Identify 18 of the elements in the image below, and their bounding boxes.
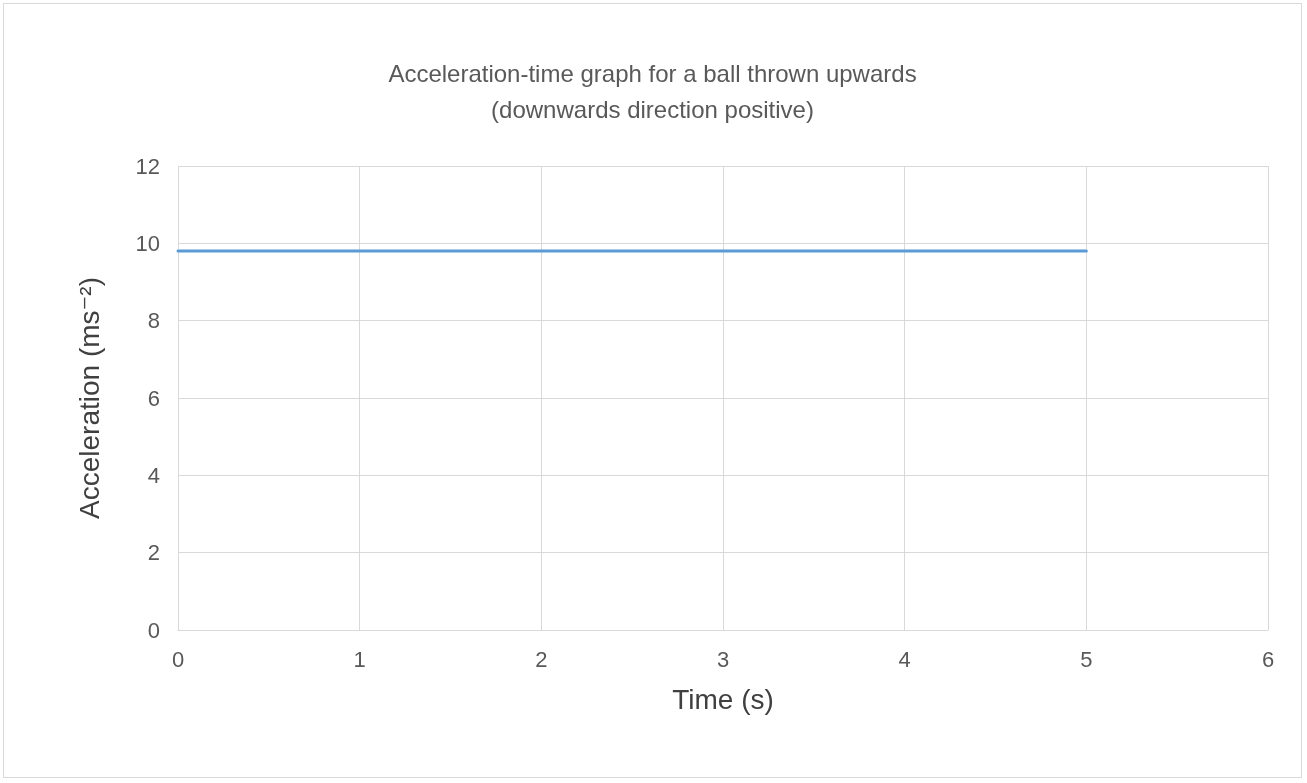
y-axis-title: Acceleration (ms⁻²): [73, 277, 105, 519]
y-tick-label: 4: [147, 462, 160, 488]
y-tick-label: 6: [147, 385, 160, 411]
y-tick-label: 10: [135, 230, 160, 256]
x-tick-label: 1: [353, 646, 366, 672]
x-tick-label: 3: [716, 646, 730, 672]
x-tick-label: 0: [171, 646, 185, 672]
x-tick-label: 2: [535, 646, 548, 672]
chart-title: Acceleration-time graph for a ball thrown upwards: [388, 59, 917, 87]
y-tick-label: 0: [147, 617, 160, 643]
x-axis-title: Time (s): [672, 683, 774, 715]
y-tick-label: 8: [147, 308, 160, 334]
y-tick-label: 12: [135, 153, 160, 179]
chart-subtitle: (downwards direction positive): [491, 95, 814, 123]
x-tick-label: 6: [1261, 646, 1275, 672]
x-tick-label: 4: [898, 646, 911, 672]
x-tick-label: 5: [1080, 646, 1093, 672]
y-tick-label: 2: [147, 540, 160, 566]
